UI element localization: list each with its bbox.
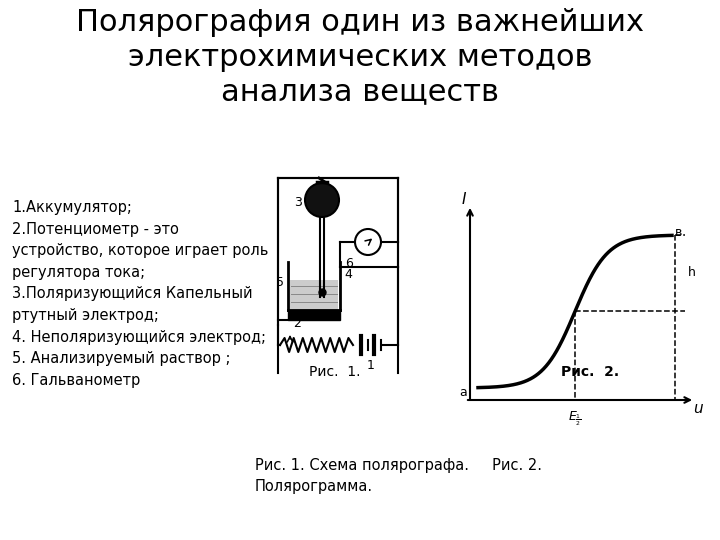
Text: 5: 5 — [276, 275, 284, 288]
Text: 3: 3 — [294, 195, 302, 208]
Text: Рис.  2.: Рис. 2. — [561, 365, 619, 379]
Circle shape — [305, 183, 339, 217]
Text: Рис.  1.: Рис. 1. — [310, 365, 361, 379]
Text: 6: 6 — [345, 257, 353, 270]
Text: 4: 4 — [344, 267, 352, 280]
Text: I: I — [462, 192, 467, 207]
Text: h: h — [688, 266, 696, 279]
Text: u: u — [693, 401, 703, 416]
Text: а: а — [459, 387, 467, 400]
Text: 1: 1 — [367, 359, 375, 372]
Text: 2: 2 — [293, 317, 301, 330]
Bar — [288, 310, 340, 320]
Text: 1.Аккумулятор;
2.Потенциометр - это
устройство, которое играет роль
регулятора т: 1.Аккумулятор; 2.Потенциометр - это устр… — [12, 200, 269, 388]
Text: в: в — [675, 226, 683, 240]
Text: Рис. 1. Схема полярографа.     Рис. 2.
Полярограмма.: Рис. 1. Схема полярографа. Рис. 2. Поляр… — [255, 458, 542, 494]
Circle shape — [355, 229, 381, 255]
Text: Полярография один из важнейших
электрохимических методов
анализа веществ: Полярография один из важнейших электрохи… — [76, 8, 644, 106]
Bar — [290, 280, 338, 310]
Text: $E_{\frac{1}{2}}$: $E_{\frac{1}{2}}$ — [568, 410, 582, 428]
